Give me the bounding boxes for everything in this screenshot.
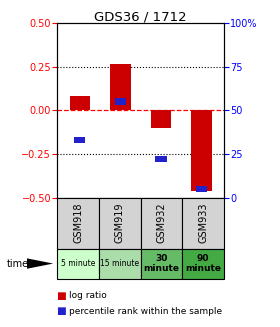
Text: GSM918: GSM918 — [73, 203, 83, 243]
Text: GDS36 / 1712: GDS36 / 1712 — [94, 10, 186, 24]
Text: ■: ■ — [56, 306, 66, 316]
Text: 5 minute: 5 minute — [61, 259, 95, 268]
Bar — [151, 111, 171, 128]
Bar — [192, 111, 212, 191]
Text: time: time — [7, 259, 29, 268]
Text: 15 minute: 15 minute — [100, 259, 139, 268]
Bar — [57, 249, 99, 279]
Bar — [141, 198, 182, 249]
Bar — [182, 198, 224, 249]
Text: log ratio: log ratio — [69, 291, 106, 301]
Bar — [115, 98, 126, 105]
Text: 30
minute: 30 minute — [144, 254, 179, 273]
Bar — [99, 198, 141, 249]
Bar — [182, 249, 224, 279]
Text: 90
minute: 90 minute — [185, 254, 221, 273]
Text: percentile rank within the sample: percentile rank within the sample — [69, 307, 222, 316]
Polygon shape — [27, 258, 53, 269]
Text: ■: ■ — [56, 291, 66, 301]
Text: GSM932: GSM932 — [157, 203, 167, 244]
Bar — [74, 137, 85, 143]
Bar — [155, 156, 167, 163]
Bar — [70, 96, 90, 111]
Text: GSM933: GSM933 — [198, 203, 208, 243]
Bar — [141, 249, 182, 279]
Text: GSM919: GSM919 — [115, 203, 125, 243]
Bar — [57, 198, 99, 249]
Bar — [110, 64, 130, 111]
Bar — [196, 186, 207, 192]
Bar — [99, 249, 141, 279]
